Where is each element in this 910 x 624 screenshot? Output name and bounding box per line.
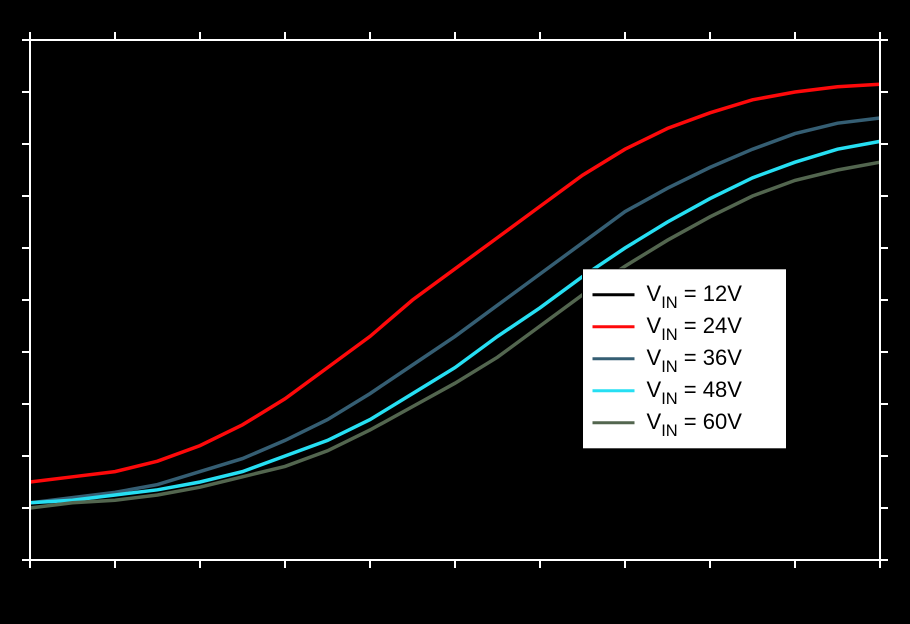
line-chart: VIN = 12VVIN = 24VVIN = 36VVIN = 48VVIN … xyxy=(0,0,910,624)
legend: VIN = 12VVIN = 24VVIN = 36VVIN = 48VVIN … xyxy=(583,269,787,449)
